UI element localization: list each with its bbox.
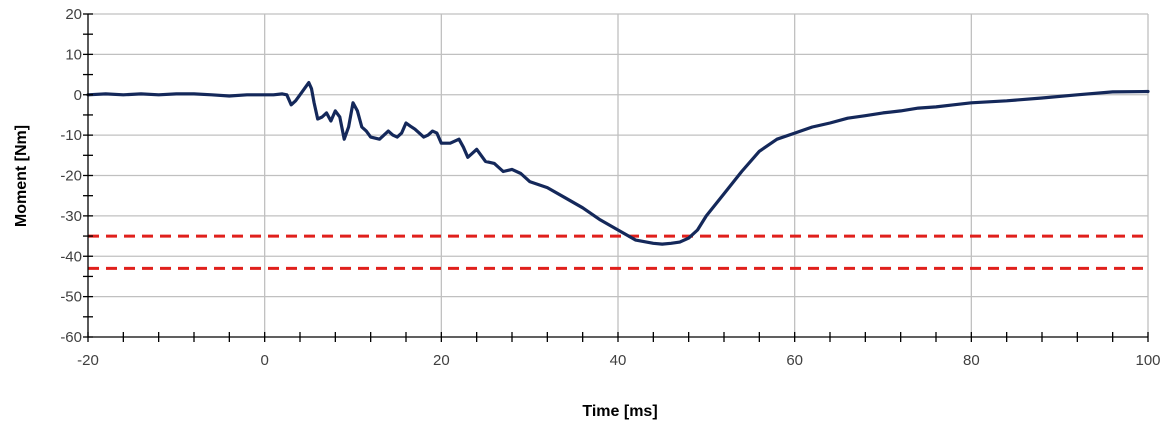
x-tick-label: 60 [786,352,803,369]
y-tick-label: -50 [60,289,82,306]
x-tick-label: 80 [963,352,980,369]
y-tick-label: 10 [65,46,82,63]
y-axis-title: Moment [Nm] [13,125,30,227]
axes [83,13,1149,342]
series-line [86,80,1150,246]
y-tick-label: -30 [60,208,82,225]
threshold-lines [88,234,1148,270]
data-series [86,80,1150,246]
x-axis-title: Time [ms] [582,403,657,420]
y-tick-label: -40 [60,248,82,265]
x-tick-label: 0 [260,352,268,369]
x-tick-label: 40 [610,352,627,369]
y-tick-label: -20 [60,168,82,185]
grid-lines [88,13,1149,337]
x-tick-label: 20 [433,352,450,369]
y-tick-label: -60 [60,329,82,346]
x-tick-label: -20 [77,352,99,369]
y-tick-label: 20 [65,6,82,23]
x-tick-label: 100 [1135,352,1160,369]
y-tick-label: -10 [60,127,82,144]
y-tick-label: 0 [74,87,82,104]
